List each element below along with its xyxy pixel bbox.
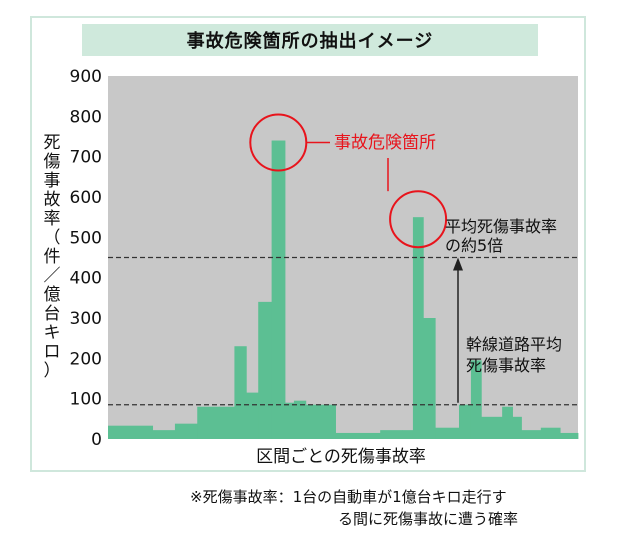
- highlight-circle: [249, 113, 308, 172]
- highlight-circle: [389, 190, 448, 249]
- y-tick-label: 200: [70, 349, 102, 369]
- bar: [174, 423, 198, 439]
- y-axis-label-char: （: [44, 228, 61, 248]
- y-tick-label: 100: [70, 390, 102, 410]
- y-tick-label: 800: [70, 107, 102, 127]
- footnote-line2: る間に死傷事故に遭う確率: [338, 510, 519, 528]
- bar: [380, 430, 403, 439]
- bar: [234, 346, 247, 439]
- avg-label-line1: 幹線道路平均: [466, 335, 562, 354]
- y-axis-label-char: ロ: [44, 342, 61, 362]
- bar: [152, 430, 176, 439]
- y-axis-label-char: 死: [44, 133, 61, 153]
- bar: [459, 404, 472, 439]
- bar: [335, 432, 381, 439]
- bar: [402, 430, 414, 439]
- bar: [502, 406, 513, 439]
- y-axis-label-char: 億: [44, 285, 61, 305]
- bar: [246, 392, 259, 439]
- footnote-line1: ※死傷事故率：1台の自動車が1億台キロ走行す: [190, 488, 507, 506]
- times5-label-line1: 平均死傷事故率: [445, 217, 557, 236]
- bar: [560, 432, 579, 439]
- bar: [258, 301, 273, 439]
- highlight-circles: [249, 113, 448, 249]
- x-axis-label: 区間ごとの死傷事故率: [256, 447, 426, 467]
- bar: [305, 404, 336, 439]
- bar: [512, 416, 522, 439]
- y-axis-label-char: 故: [44, 190, 61, 210]
- times5-label-line2: の約5倍: [445, 236, 503, 255]
- y-tick-label: 900: [70, 67, 102, 87]
- y-axis-label-char: 事: [44, 171, 61, 191]
- bar: [293, 400, 307, 439]
- chart-title: 事故危険箇所の抽出イメージ: [82, 24, 538, 56]
- y-tick-label: 400: [70, 269, 102, 289]
- bar: [108, 425, 154, 439]
- bar: [219, 406, 235, 439]
- y-axis-label-char: 件: [44, 247, 61, 267]
- bar: [412, 217, 424, 439]
- y-axis-label-char: 台: [44, 304, 61, 324]
- bar: [423, 318, 436, 439]
- avg-label-line2: 死傷事故率: [466, 356, 546, 375]
- bar: [284, 402, 295, 439]
- bar: [435, 427, 460, 439]
- arrow-head: [453, 257, 463, 271]
- y-axis-label-char: 率: [44, 209, 61, 229]
- y-axis-label-char: 傷: [44, 152, 61, 172]
- bar: [481, 416, 503, 439]
- y-axis-label-char: ／: [44, 266, 61, 286]
- y-tick-label: 700: [70, 148, 102, 168]
- y-tick-label: 500: [70, 228, 102, 248]
- y-axis-label-char: キ: [44, 323, 61, 343]
- bar: [521, 430, 542, 439]
- footnote: ※死傷事故率：1台の自動車が1億台キロ走行す る間に死傷事故に遭う確率: [190, 486, 610, 530]
- bar: [271, 140, 286, 439]
- y-tick-label: 600: [70, 188, 102, 208]
- bar: [197, 406, 220, 439]
- bar-series: [108, 140, 579, 439]
- y-axis-ticks: 0 100 200 300 400 500 600 700 800 900: [70, 67, 102, 450]
- reference-lines: [108, 256, 578, 406]
- y-axis-label-char: ）: [44, 361, 61, 381]
- y-axis-label: 死傷事故率（件／億台キロ）: [44, 133, 61, 381]
- y-tick-label: 0: [91, 430, 102, 450]
- bar: [540, 427, 561, 439]
- highlight-label: 事故危険箇所: [334, 133, 436, 153]
- y-tick-label: 300: [70, 309, 102, 329]
- bar: [470, 360, 482, 439]
